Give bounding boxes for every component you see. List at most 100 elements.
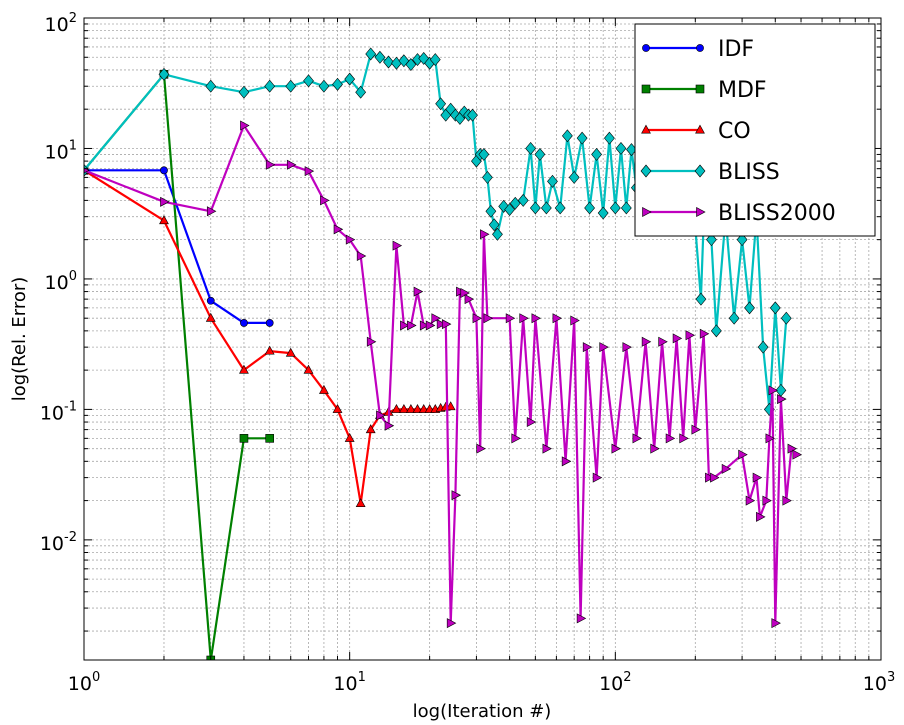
data-point [769, 301, 781, 315]
data-point [319, 384, 329, 394]
y-tick-label: 102 [45, 11, 77, 36]
data-point [318, 79, 330, 93]
data-point [384, 420, 395, 431]
data-point [425, 320, 436, 331]
data-point [752, 472, 763, 483]
plot-frame [83, 17, 882, 661]
legend-marker [642, 44, 650, 52]
data-point [435, 97, 447, 111]
data-point [756, 511, 766, 522]
data-point [519, 313, 529, 324]
data-point [792, 449, 802, 460]
data-point [768, 385, 779, 396]
data-point [332, 77, 343, 91]
data-point [650, 443, 660, 454]
data-point [264, 345, 275, 355]
legend-marker [640, 164, 652, 178]
data-point [356, 250, 367, 261]
data-point [620, 201, 632, 215]
data-point [592, 472, 603, 483]
data-point [355, 85, 367, 99]
data-point [205, 312, 216, 322]
data-point [365, 47, 377, 61]
data-point [160, 196, 170, 207]
data-point [285, 79, 297, 93]
data-point [757, 340, 769, 354]
data-point [706, 233, 717, 247]
data-point [710, 472, 720, 483]
data-point [158, 67, 170, 81]
data-point [622, 342, 632, 353]
data-point [464, 294, 475, 305]
data-point [240, 319, 248, 327]
y-tick-label: 10-1 [40, 399, 77, 424]
data-point [303, 364, 314, 374]
data-point [782, 495, 792, 506]
legend-item: IDF [642, 37, 754, 62]
data-point [745, 495, 756, 506]
data-point [765, 433, 776, 444]
data-point [561, 456, 572, 467]
data-point [744, 301, 755, 315]
data-point [576, 613, 587, 624]
data-point [787, 443, 798, 454]
data-point [332, 403, 343, 413]
data-point [445, 401, 456, 411]
legend-marker [642, 207, 652, 217]
data-point [405, 403, 416, 413]
legend-marker [694, 164, 706, 178]
legend-item: BLISS [640, 160, 780, 185]
data-point [472, 313, 483, 324]
data-point [525, 141, 537, 155]
data-point [264, 79, 276, 93]
data-point [206, 206, 217, 217]
data-point [344, 72, 356, 86]
data-point [238, 85, 250, 99]
legend-label: CO [718, 119, 751, 144]
data-point [265, 434, 274, 443]
data-point [641, 336, 652, 347]
data-point [604, 131, 615, 145]
data-point [615, 141, 627, 155]
data-point [480, 229, 490, 240]
data-point [320, 195, 330, 206]
data-point [534, 147, 546, 161]
data-point [547, 174, 558, 188]
y-tick-label: 100 [45, 269, 77, 294]
data-point [383, 55, 394, 69]
data-point [483, 313, 494, 324]
data-point [239, 434, 249, 443]
data-point [159, 215, 169, 225]
legend-label: BLISS2000 [718, 201, 836, 226]
data-point [505, 313, 516, 324]
legend-label: IDF [718, 37, 754, 62]
ticks: 100 101 102 103 10-2 10-1 100 101 102 [40, 11, 895, 695]
series-co [84, 164, 456, 507]
data-point [552, 313, 563, 324]
data-point [303, 74, 314, 88]
series-line [84, 124, 798, 625]
data-point [376, 410, 386, 421]
data-point [762, 495, 772, 506]
data-point [419, 320, 430, 331]
data-point [418, 403, 429, 413]
data-point [467, 108, 478, 122]
data-point [429, 53, 441, 67]
legend-label: BLISS [718, 160, 780, 185]
data-point [431, 313, 441, 324]
data-point [584, 201, 595, 215]
data-point [736, 233, 748, 247]
data-point [333, 224, 344, 235]
data-point [710, 324, 722, 338]
data-point [413, 286, 424, 297]
data-point [529, 201, 541, 215]
legend-item: BLISS2000 [642, 201, 836, 226]
data-point [482, 170, 493, 184]
series-bliss2000 [84, 120, 802, 629]
data-point [344, 432, 355, 442]
data-point [570, 315, 580, 326]
data-point [599, 342, 609, 353]
data-point [582, 342, 593, 353]
data-point [412, 403, 423, 413]
